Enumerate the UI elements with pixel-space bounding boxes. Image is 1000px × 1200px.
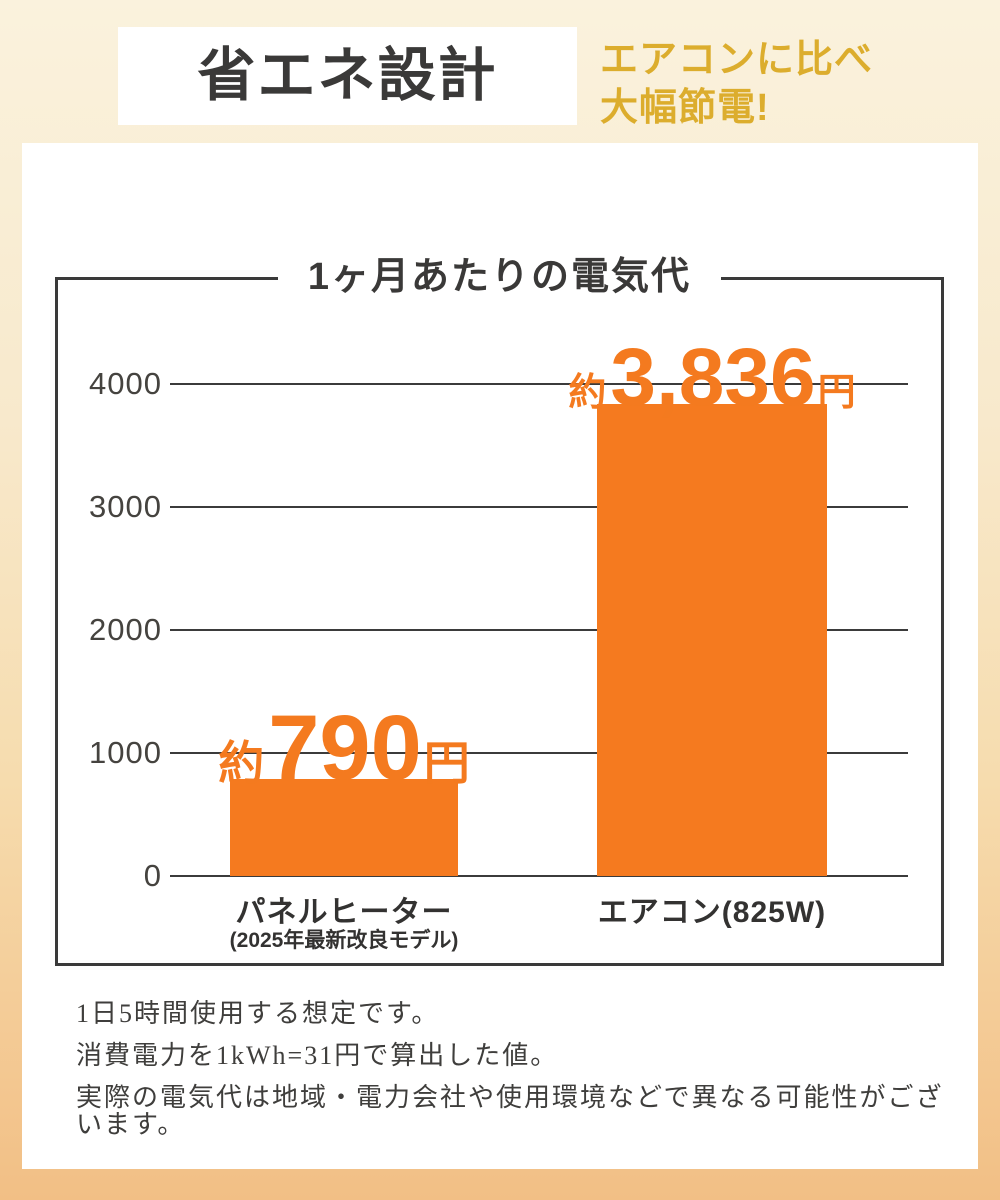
- y-axis-tick-4000: 4000: [89, 366, 162, 401]
- value-prefix: 約: [218, 737, 265, 789]
- value-suffix: 円: [817, 372, 856, 414]
- footnotes: 1日5時間使用する想定です。 消費電力を1kWh=31円で算出した値。 実際の電…: [76, 1000, 956, 1153]
- gridline-1000: [170, 752, 908, 754]
- x-axis-subnote-panel-heater: (2025年最新改良モデル): [229, 929, 459, 952]
- gridline-2000: [170, 629, 908, 631]
- value-label-panel-heater: 約 790 円: [84, 702, 604, 794]
- footnote-line-2: 消費電力を1kWh=31円で算出した値。: [76, 1041, 559, 1070]
- header-title-box: 省エネ設計: [118, 27, 577, 125]
- value-number: 3,836: [610, 332, 816, 423]
- value-label-aircon: 約 3,836 円: [452, 337, 972, 419]
- footnote-line-1: 1日5時間使用する想定です。: [76, 999, 440, 1028]
- value-number: 790: [268, 697, 422, 799]
- chart-title: 1ヶ月あたりの電気代: [277, 253, 722, 301]
- x-axis-label-aircon: エアコン(825W): [597, 896, 827, 929]
- header-subtitle-line-2: 大幅節電!: [600, 87, 770, 129]
- y-axis-tick-0: 0: [143, 858, 162, 893]
- gridline-0: [170, 875, 908, 877]
- gridline-4000: [170, 383, 908, 385]
- y-axis-tick-2000: 2000: [89, 612, 162, 647]
- footnote-line-3: 実際の電気代は地域・電力会社や使用環境などで異なる可能性がございます。: [76, 1083, 944, 1139]
- chart-title-wrap: 1ヶ月あたりの電気代: [55, 253, 944, 301]
- header-subtitle: エアコンに比べ 大幅節電!: [600, 36, 873, 132]
- page-title: 省エネ設計: [197, 43, 498, 108]
- y-axis-tick-1000: 1000: [89, 735, 162, 770]
- value-prefix: 約: [568, 372, 607, 414]
- bar-panel-heater: [230, 779, 458, 876]
- gridline-3000: [170, 506, 908, 508]
- header-subtitle-line-1: エアコンに比べ: [600, 39, 874, 81]
- bar-aircon: [597, 404, 827, 876]
- x-axis-label-panel-heater: パネルヒーター: [235, 896, 453, 929]
- value-suffix: 円: [423, 737, 470, 789]
- y-axis-tick-3000: 3000: [89, 489, 162, 524]
